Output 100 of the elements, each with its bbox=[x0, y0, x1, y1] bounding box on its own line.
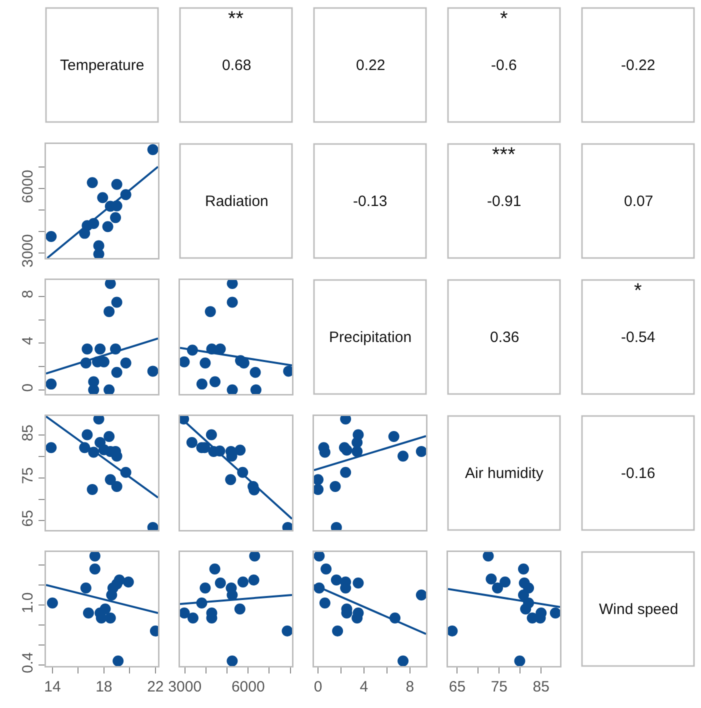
point bbox=[147, 366, 158, 377]
point bbox=[314, 484, 324, 495]
point bbox=[550, 608, 560, 618]
y-tick-label: 75 bbox=[20, 467, 36, 484]
point bbox=[112, 656, 124, 666]
point bbox=[214, 343, 226, 354]
point bbox=[250, 384, 262, 394]
point bbox=[248, 574, 260, 586]
point bbox=[88, 384, 100, 394]
x-tick-label: 14 bbox=[44, 678, 61, 696]
text: -0.91 bbox=[487, 193, 522, 210]
point bbox=[416, 446, 426, 457]
point bbox=[100, 604, 111, 614]
point bbox=[46, 231, 57, 242]
point bbox=[225, 474, 236, 486]
point bbox=[114, 574, 125, 586]
point bbox=[341, 444, 352, 456]
point bbox=[330, 480, 341, 492]
point bbox=[514, 656, 526, 666]
point bbox=[82, 343, 93, 354]
text: Precipitation bbox=[329, 329, 412, 346]
x-tick-label: 75 bbox=[490, 678, 508, 696]
y-tick-label: 65 bbox=[20, 510, 36, 527]
y-tick-label: 0.4 bbox=[20, 652, 36, 674]
point bbox=[104, 306, 115, 318]
text: Temperature bbox=[60, 57, 144, 74]
point bbox=[97, 192, 108, 204]
point bbox=[448, 626, 458, 636]
point bbox=[102, 221, 114, 232]
point bbox=[122, 576, 134, 588]
text: *** bbox=[492, 144, 516, 166]
text: ** bbox=[228, 8, 244, 30]
point bbox=[200, 582, 211, 594]
text: Radiation bbox=[205, 193, 268, 210]
point bbox=[86, 177, 98, 188]
y-tick-label: 6000 bbox=[20, 170, 36, 204]
point bbox=[200, 358, 211, 369]
point bbox=[282, 626, 292, 636]
point bbox=[110, 212, 122, 224]
point bbox=[180, 356, 190, 368]
point bbox=[80, 582, 92, 594]
point bbox=[416, 590, 426, 600]
point bbox=[104, 280, 116, 290]
point bbox=[186, 436, 198, 448]
point bbox=[352, 446, 363, 457]
point bbox=[238, 358, 250, 369]
point bbox=[82, 608, 94, 618]
point bbox=[249, 552, 260, 562]
text: -0.6 bbox=[491, 57, 517, 74]
y-tick-label: 8 bbox=[20, 290, 36, 298]
point bbox=[314, 474, 324, 486]
point bbox=[398, 450, 409, 462]
point bbox=[482, 552, 494, 562]
text: 0.36 bbox=[490, 329, 520, 346]
point bbox=[226, 590, 238, 600]
x-tick-label: 0 bbox=[314, 678, 322, 696]
text: 0.22 bbox=[356, 57, 386, 74]
point bbox=[204, 306, 216, 318]
point bbox=[111, 450, 122, 462]
point bbox=[104, 474, 116, 486]
x-tick-label: 6000 bbox=[231, 678, 265, 696]
point bbox=[111, 296, 122, 308]
y-tick-label: 3000 bbox=[20, 234, 36, 268]
text: Air humidity bbox=[465, 465, 544, 482]
point bbox=[320, 564, 332, 574]
x-tick-label: 4 bbox=[360, 678, 368, 696]
point bbox=[523, 582, 534, 594]
point bbox=[86, 484, 98, 495]
point bbox=[111, 178, 122, 190]
text: * bbox=[500, 8, 508, 30]
x-tick-label: 85 bbox=[532, 678, 550, 696]
point bbox=[111, 480, 122, 492]
y-tick-label: 85 bbox=[20, 424, 36, 442]
point bbox=[352, 429, 364, 440]
point bbox=[187, 612, 198, 624]
text: 0.68 bbox=[222, 57, 252, 74]
point bbox=[89, 564, 100, 574]
text: -0.54 bbox=[621, 329, 656, 346]
point bbox=[234, 604, 246, 614]
point bbox=[226, 280, 238, 290]
point bbox=[104, 384, 115, 394]
point bbox=[319, 598, 330, 608]
text: * bbox=[634, 280, 642, 302]
point bbox=[120, 358, 132, 369]
text: -0.16 bbox=[621, 465, 656, 482]
point bbox=[226, 656, 238, 666]
point bbox=[226, 296, 238, 308]
point bbox=[330, 574, 342, 586]
point bbox=[500, 576, 511, 588]
point bbox=[388, 430, 400, 442]
point bbox=[89, 552, 100, 562]
x-tick-label: 8 bbox=[406, 678, 414, 696]
point bbox=[206, 429, 217, 440]
point bbox=[180, 608, 190, 618]
y-tick-label: 1.0 bbox=[20, 592, 36, 614]
point bbox=[209, 564, 220, 574]
x-tick-label: 65 bbox=[448, 678, 466, 696]
point bbox=[79, 228, 90, 239]
point bbox=[352, 612, 363, 624]
point bbox=[94, 343, 106, 354]
